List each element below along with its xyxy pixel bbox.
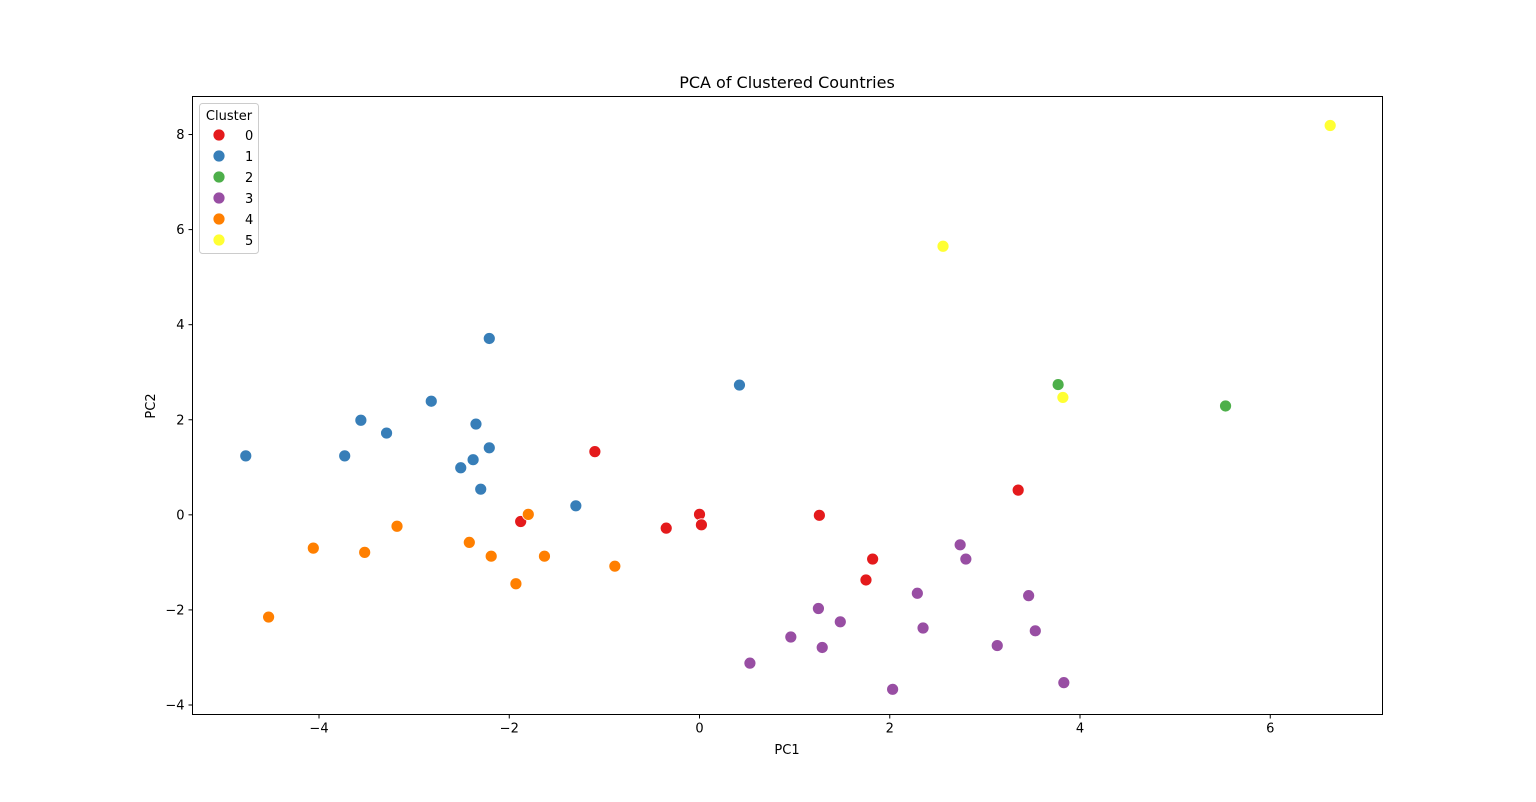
point-cluster-3-4 [833, 615, 847, 629]
y-tick-label: 0 [176, 508, 184, 523]
y-tick-label: −2 [165, 603, 184, 618]
point-cluster-5-1 [1056, 391, 1070, 404]
point-cluster-0-3 [693, 507, 706, 521]
point-cluster-1-5 [454, 461, 468, 475]
point-cluster-4-7 [521, 507, 535, 521]
plot-marks [239, 119, 1337, 696]
point-cluster-3-6 [910, 586, 924, 600]
point-cluster-1-3 [380, 426, 393, 440]
legend-label-1: 1 [245, 150, 253, 165]
point-cluster-3-8 [953, 538, 967, 552]
point-cluster-4-4 [462, 536, 476, 549]
point-cluster-2-0 [1051, 378, 1065, 391]
legend-marker-2 [212, 170, 226, 184]
point-cluster-3-1 [784, 630, 798, 644]
point-cluster-2-1 [1219, 399, 1232, 413]
legend-marker-5 [212, 233, 226, 247]
point-cluster-0-2 [659, 521, 673, 535]
legend-marker-0 [212, 128, 226, 142]
chart-title: PCA of Clustered Countries [679, 73, 895, 92]
y-tick-label: 4 [176, 318, 184, 333]
legend-label-3: 3 [245, 192, 253, 207]
x-tick-label: −2 [500, 722, 519, 737]
x-axis-label: PC1 [774, 743, 799, 758]
point-cluster-0-4 [695, 518, 708, 532]
point-cluster-0-6 [866, 552, 880, 566]
point-cluster-4-6 [509, 577, 523, 591]
point-cluster-4-0 [262, 610, 275, 624]
point-cluster-4-8 [538, 549, 551, 563]
legend-label-2: 2 [245, 171, 253, 186]
legend-marker-1 [212, 149, 226, 163]
y-axis-ticks: −4 −2 0 2 4 6 8 [165, 128, 193, 713]
y-tick-label: 6 [176, 223, 184, 238]
legend-items: 0 1 2 3 4 5 [212, 128, 253, 249]
legend-label-5: 5 [245, 234, 253, 249]
point-cluster-4-2 [358, 545, 372, 559]
point-cluster-1-4 [424, 394, 438, 408]
point-cluster-4-5 [484, 549, 498, 563]
point-cluster-3-13 [1057, 676, 1071, 690]
y-tick-label: 2 [176, 413, 184, 428]
point-cluster-0-5 [812, 508, 826, 522]
point-cluster-4-9 [608, 559, 622, 573]
point-cluster-1-9 [482, 441, 496, 455]
legend-marker-3 [212, 191, 226, 205]
legend-label-4: 4 [245, 213, 253, 228]
point-cluster-3-0 [743, 656, 757, 670]
point-cluster-3-3 [815, 641, 829, 654]
point-cluster-3-12 [1028, 624, 1042, 638]
x-tick-label: −4 [309, 722, 328, 737]
point-cluster-0-8 [1011, 483, 1025, 497]
point-cluster-3-9 [959, 552, 973, 566]
point-cluster-5-0 [936, 239, 950, 253]
point-cluster-3-2 [812, 602, 825, 615]
point-cluster-0-7 [859, 573, 873, 587]
point-cluster-3-7 [916, 621, 930, 635]
point-cluster-1-6 [466, 453, 480, 467]
y-axis-label: PC2 [144, 393, 159, 418]
legend-title: Cluster [206, 109, 253, 124]
x-tick-label: 2 [886, 722, 894, 737]
point-cluster-1-0 [239, 449, 253, 463]
point-cluster-1-7 [469, 417, 483, 431]
point-cluster-3-11 [1022, 589, 1036, 603]
x-tick-label: 0 [695, 722, 703, 737]
x-axis-ticks: −4 −2 0 2 4 6 [309, 714, 1274, 737]
legend-label-0: 0 [245, 129, 253, 144]
point-cluster-0-0 [588, 445, 602, 459]
x-tick-label: 4 [1076, 722, 1084, 737]
point-cluster-5-2 [1323, 119, 1337, 132]
y-tick-label: −4 [165, 698, 184, 713]
point-cluster-3-5 [886, 682, 900, 696]
point-cluster-1-11 [569, 499, 583, 513]
point-cluster-1-12 [733, 378, 746, 392]
point-cluster-1-1 [338, 449, 352, 463]
legend-marker-4 [212, 212, 226, 226]
point-cluster-1-2 [354, 413, 368, 427]
point-cluster-4-1 [306, 541, 320, 555]
point-cluster-1-8 [474, 482, 488, 496]
legend: Cluster 0 1 2 3 4 5 [199, 103, 259, 254]
y-tick-label: 8 [176, 128, 184, 143]
plot-frame [192, 96, 1383, 715]
point-cluster-1-10 [482, 332, 496, 345]
point-cluster-4-3 [390, 519, 404, 533]
point-cluster-3-10 [990, 639, 1004, 652]
x-tick-label: 6 [1266, 722, 1274, 737]
